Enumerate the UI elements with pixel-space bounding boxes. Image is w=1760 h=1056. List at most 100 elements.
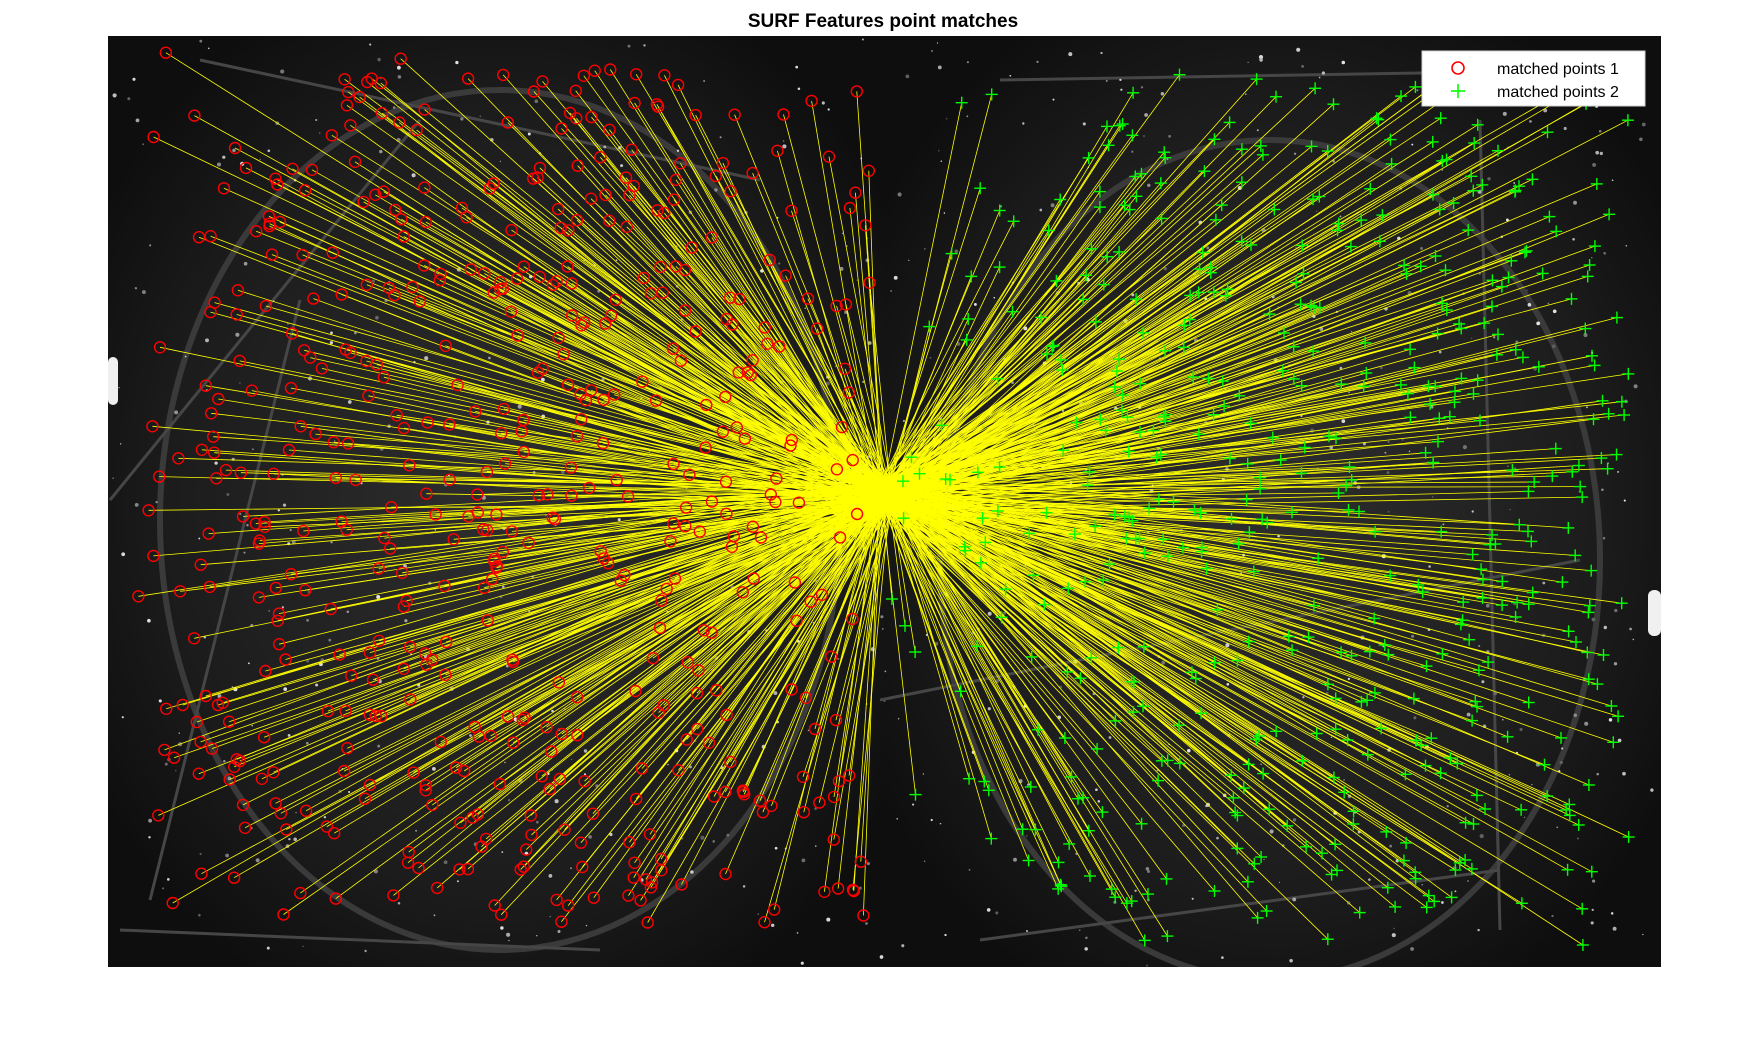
background-speckle (1420, 246, 1423, 250)
matched-point-1 (790, 614, 803, 627)
background-speckle (1144, 113, 1148, 117)
matched-point-2 (1290, 276, 1303, 289)
background-speckle (205, 338, 209, 343)
matched-point-2 (1070, 416, 1083, 429)
background-speckle (1583, 333, 1588, 338)
background-speckle (162, 887, 165, 890)
background-speckle (1428, 565, 1431, 568)
background-speckle (1576, 837, 1579, 840)
background-speckle (227, 776, 232, 781)
matched-point-1 (784, 439, 797, 452)
matched-point-1 (653, 621, 667, 635)
background-speckle (588, 835, 592, 839)
matched-point-2 (1101, 250, 1114, 263)
matched-point-1 (324, 602, 337, 616)
background-speckle (943, 212, 946, 214)
matched-point-1 (777, 108, 790, 121)
matched-point-1 (702, 736, 716, 749)
matched-point-2 (1501, 730, 1514, 743)
background-speckle (306, 618, 310, 622)
background-speckle (1599, 151, 1603, 156)
matched-point-2 (1195, 707, 1208, 720)
background-speckle (1147, 870, 1150, 873)
matched-point-1 (690, 687, 704, 700)
matched-point-2 (999, 583, 1012, 596)
matched-point-1 (833, 531, 847, 544)
match-line-right (890, 191, 1516, 499)
match-line-right (888, 160, 1443, 504)
matched-point-2 (1062, 582, 1075, 595)
matched-point-2 (1602, 407, 1615, 420)
matched-point-1 (265, 248, 279, 261)
matched-point-1 (719, 390, 732, 404)
matched-point-2 (1152, 774, 1165, 787)
matched-point-1 (736, 784, 750, 797)
match-line-right (883, 508, 893, 600)
background-speckle (1221, 956, 1224, 959)
matched-point-2 (1509, 343, 1522, 356)
background-speckle (807, 729, 810, 732)
matched-point-1 (369, 709, 383, 723)
matched-point-1 (773, 340, 786, 353)
match-line-left (664, 75, 885, 509)
background-speckle (1515, 340, 1519, 344)
match-line-left (210, 311, 891, 498)
matched-point-1 (400, 594, 413, 607)
background-speckle (148, 836, 151, 839)
match-line-right (886, 494, 1368, 755)
matched-point-1 (296, 248, 309, 262)
match-line-right (883, 507, 1103, 813)
background-speckle (411, 173, 416, 178)
matched-point-2 (1605, 700, 1618, 712)
matched-point-2 (962, 313, 975, 325)
match-line-right (884, 276, 972, 493)
matched-point-1 (147, 549, 160, 563)
matched-point-1 (204, 407, 218, 420)
match-line-left (726, 498, 882, 716)
matched-point-1 (552, 676, 566, 689)
matched-point-2 (1096, 806, 1109, 819)
matched-point-2 (1023, 527, 1036, 540)
matched-point-2 (1305, 299, 1318, 312)
background-speckle (930, 49, 934, 53)
matched-point-2 (1115, 404, 1128, 417)
matched-point-1 (210, 472, 223, 485)
background-speckle (1013, 857, 1017, 862)
matched-point-2 (1302, 631, 1315, 644)
matched-point-1 (366, 673, 380, 686)
matched-point-1 (629, 792, 643, 806)
match-line-left (265, 500, 888, 672)
matched-point-2 (1342, 503, 1355, 516)
matched-point-1 (389, 203, 402, 217)
match-line-right (891, 94, 993, 482)
matched-point-1 (495, 908, 508, 921)
matched-point-1 (227, 871, 241, 884)
background-streak (199, 58, 761, 182)
background-speckle (905, 74, 910, 79)
match-line-right (879, 339, 968, 484)
background-speckle (627, 44, 631, 48)
background-speckle (1191, 897, 1194, 900)
match-line-right (880, 454, 1161, 483)
background-speckle (1350, 331, 1353, 333)
background-speckle (866, 862, 870, 866)
match-line-left (403, 236, 886, 503)
background-speckle (1516, 617, 1519, 620)
matched-point-2 (1154, 177, 1167, 190)
matched-point-1 (839, 298, 853, 311)
match-line-right (882, 501, 1516, 618)
matched-point-1 (372, 562, 385, 575)
matched-point-2 (1526, 173, 1539, 186)
matched-point-1 (397, 230, 410, 243)
matched-point-1 (147, 130, 160, 144)
match-line-left (242, 484, 885, 806)
background-speckle (1393, 927, 1395, 930)
matched-point-2 (1588, 240, 1601, 253)
matched-point-1 (771, 144, 784, 158)
matched-point-1 (344, 346, 357, 359)
match-line-left (752, 172, 882, 492)
matched-point-2 (1134, 377, 1147, 390)
matched-point-1 (555, 727, 568, 741)
background-speckle (305, 741, 309, 745)
background-speckle (1430, 405, 1434, 409)
